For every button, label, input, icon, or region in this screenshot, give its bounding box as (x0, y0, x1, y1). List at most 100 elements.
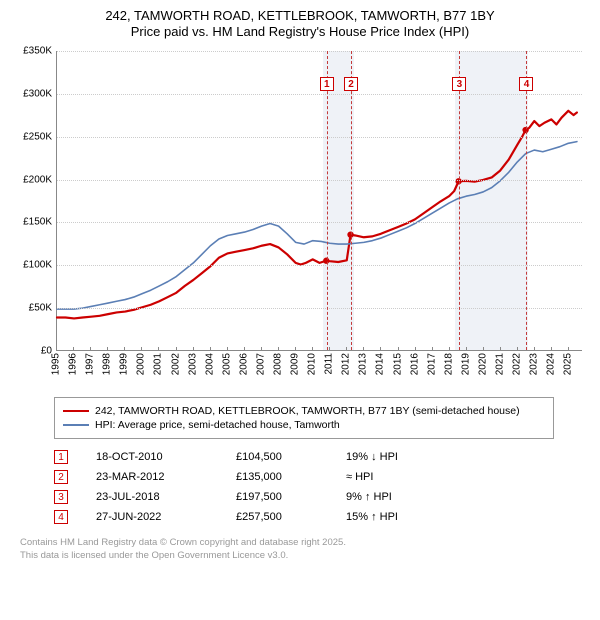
x-tick (466, 347, 467, 351)
x-tick (295, 347, 296, 351)
event-line (526, 51, 527, 350)
event-delta: 15% ↑ HPI (346, 511, 466, 523)
footer-line-1: Contains HM Land Registry data © Crown c… (20, 537, 590, 550)
x-tick (124, 347, 125, 351)
series-svg (57, 51, 582, 350)
x-tick (483, 347, 484, 351)
events-table: 118-OCT-2010£104,50019% ↓ HPI223-MAR-201… (54, 447, 590, 527)
event-line (459, 51, 460, 350)
x-tick (73, 347, 74, 351)
event-marker: 1 (320, 77, 334, 91)
event-row: 118-OCT-2010£104,50019% ↓ HPI (54, 447, 590, 467)
y-tick-label: £50K (29, 303, 52, 314)
event-delta: ≈ HPI (346, 471, 466, 483)
x-tick-label: 2002 (170, 353, 181, 375)
x-tick (193, 347, 194, 351)
event-price: £197,500 (236, 491, 346, 503)
x-tick (107, 347, 108, 351)
y-tick-label: £150K (23, 217, 52, 228)
x-tick (210, 347, 211, 351)
x-tick (380, 347, 381, 351)
footer: Contains HM Land Registry data © Crown c… (20, 537, 590, 563)
x-tick (500, 347, 501, 351)
y-axis: £0£50K£100K£150K£200K£250K£300K£350K (12, 51, 56, 351)
gridline (57, 222, 582, 223)
event-date: 23-MAR-2012 (96, 471, 236, 483)
event-marker: 4 (519, 77, 533, 91)
x-tick-label: 2020 (477, 353, 488, 375)
x-tick-label: 2005 (221, 353, 232, 375)
y-tick-label: £100K (23, 260, 52, 271)
event-row: 223-MAR-2012£135,000≈ HPI (54, 467, 590, 487)
x-tick (158, 347, 159, 351)
x-tick (227, 347, 228, 351)
title-line-1: 242, TAMWORTH ROAD, KETTLEBROOK, TAMWORT… (10, 8, 590, 23)
x-tick (517, 347, 518, 351)
x-tick-label: 1999 (119, 353, 130, 375)
event-price: £257,500 (236, 511, 346, 523)
event-price: £104,500 (236, 451, 346, 463)
x-tick (278, 347, 279, 351)
x-tick-label: 2007 (255, 353, 266, 375)
x-tick (346, 347, 347, 351)
title-block: 242, TAMWORTH ROAD, KETTLEBROOK, TAMWORT… (10, 8, 590, 39)
event-row: 427-JUN-2022£257,50015% ↑ HPI (54, 507, 590, 527)
gridline (57, 180, 582, 181)
x-tick-label: 1996 (68, 353, 79, 375)
y-tick-label: £250K (23, 131, 52, 142)
x-axis: 1995199619971998199920002001200220032004… (56, 351, 582, 391)
x-tick-label: 2023 (529, 353, 540, 375)
gridline (57, 51, 582, 52)
x-tick-label: 2011 (324, 353, 335, 375)
series-line (57, 142, 577, 309)
event-delta: 19% ↓ HPI (346, 451, 466, 463)
x-tick (329, 347, 330, 351)
event-row: 323-JUL-2018£197,5009% ↑ HPI (54, 487, 590, 507)
legend-label: 242, TAMWORTH ROAD, KETTLEBROOK, TAMWORT… (95, 405, 520, 417)
gridline (57, 308, 582, 309)
x-tick-label: 2017 (426, 353, 437, 375)
x-tick-label: 1997 (85, 353, 96, 375)
x-tick-label: 2004 (204, 353, 215, 375)
event-line (327, 51, 328, 350)
event-marker: 3 (452, 77, 466, 91)
x-tick (415, 347, 416, 351)
event-price: £135,000 (236, 471, 346, 483)
event-line (351, 51, 352, 350)
chart-container: 242, TAMWORTH ROAD, KETTLEBROOK, TAMWORT… (0, 0, 600, 571)
x-tick-label: 1998 (102, 353, 113, 375)
x-tick (432, 347, 433, 351)
legend-label: HPI: Average price, semi-detached house,… (95, 419, 340, 431)
x-tick (90, 347, 91, 351)
event-date: 27-JUN-2022 (96, 511, 236, 523)
event-delta: 9% ↑ HPI (346, 491, 466, 503)
x-tick (244, 347, 245, 351)
title-line-2: Price paid vs. HM Land Registry's House … (10, 24, 590, 39)
x-tick-label: 2025 (563, 353, 574, 375)
x-tick (363, 347, 364, 351)
chart-area: £0£50K£100K£150K£200K£250K£300K£350K 123… (12, 51, 590, 391)
x-tick (551, 347, 552, 351)
x-tick-label: 2015 (392, 353, 403, 375)
x-tick-label: 2012 (341, 353, 352, 375)
legend-swatch (63, 410, 89, 412)
x-tick (141, 347, 142, 351)
y-tick-label: £200K (23, 174, 52, 185)
event-marker: 2 (344, 77, 358, 91)
x-tick-label: 2013 (358, 353, 369, 375)
x-tick (449, 347, 450, 351)
gridline (57, 265, 582, 266)
x-tick (398, 347, 399, 351)
x-tick (312, 347, 313, 351)
event-date: 23-JUL-2018 (96, 491, 236, 503)
x-tick-label: 2003 (187, 353, 198, 375)
y-tick-label: £300K (23, 88, 52, 99)
legend: 242, TAMWORTH ROAD, KETTLEBROOK, TAMWORT… (54, 397, 554, 439)
x-tick-label: 2008 (273, 353, 284, 375)
x-tick (176, 347, 177, 351)
gridline (57, 137, 582, 138)
legend-row: 242, TAMWORTH ROAD, KETTLEBROOK, TAMWORT… (63, 404, 545, 418)
legend-swatch (63, 424, 89, 426)
x-tick-label: 2021 (495, 353, 506, 375)
x-tick-label: 2009 (290, 353, 301, 375)
